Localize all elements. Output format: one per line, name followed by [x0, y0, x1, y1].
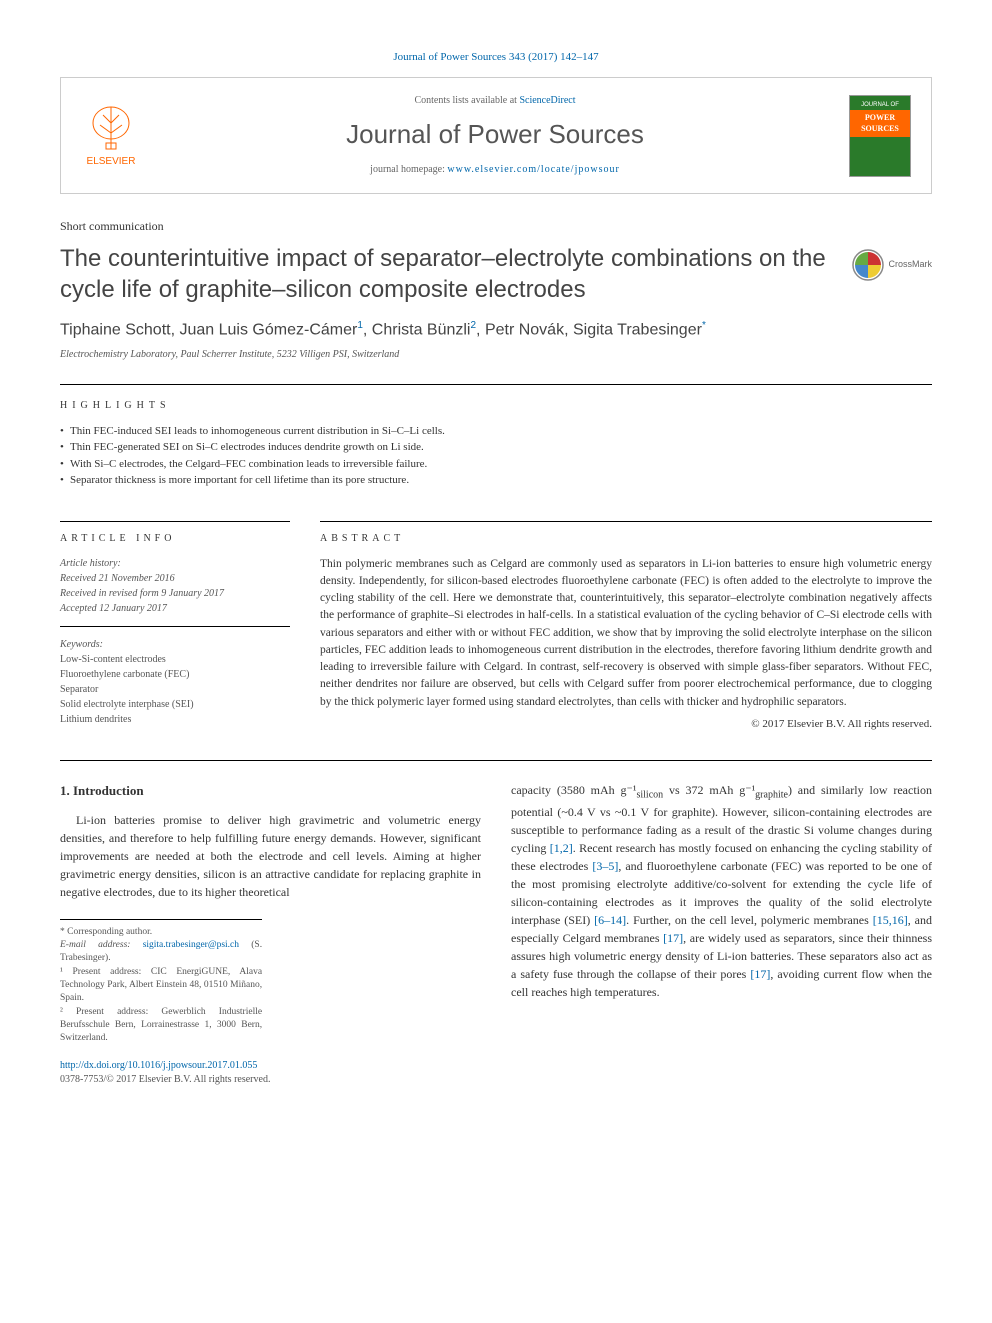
crossmark-icon: [852, 249, 884, 281]
footnote-corr: * Corresponding author.: [60, 926, 262, 939]
page-root: Journal of Power Sources 343 (2017) 142–…: [0, 0, 992, 1127]
tree-icon: [88, 103, 134, 153]
article-type: Short communication: [60, 218, 932, 235]
footnote-1: ¹ Present address: CIC EnergiGUNE, Alava…: [60, 966, 262, 1006]
abstract-column: ABSTRACT Thin polymeric membranes such a…: [320, 507, 932, 733]
intro-heading: 1. Introduction: [60, 781, 481, 801]
journal-title: Journal of Power Sources: [161, 116, 829, 152]
keywords-head: Keywords:: [60, 637, 290, 652]
history-received: Received 21 November 2016: [60, 571, 290, 586]
keyword-item: Fluoroethylene carbonate (FEC): [60, 667, 290, 682]
keyword-item: Low-Si-content electrodes: [60, 652, 290, 667]
body-seg: capacity (3580 mAh g⁻¹: [511, 783, 636, 797]
keyword-item: Separator: [60, 682, 290, 697]
elsevier-logo-text: ELSEVIER: [87, 155, 136, 169]
keyword-item: Lithium dendrites: [60, 712, 290, 727]
article-info-label: ARTICLE INFO: [60, 521, 290, 546]
history-accepted: Accepted 12 January 2017: [60, 601, 290, 616]
body-seg: . Further, on the cell level, polymeric …: [626, 913, 873, 927]
history-head: Article history:: [60, 556, 290, 571]
ref-link[interactable]: [17]: [663, 931, 683, 945]
body-seg: vs 372 mAh g⁻¹: [663, 783, 755, 797]
citation-line: Journal of Power Sources 343 (2017) 142–…: [60, 50, 932, 65]
keyword-item: Solid electrolyte interphase (SEI): [60, 697, 290, 712]
authors-line: Tiphaine Schott, Juan Luis Gómez-Cámer1,…: [60, 319, 932, 342]
sciencedirect-link[interactable]: ScienceDirect: [519, 95, 575, 106]
highlight-item: With Si–C electrodes, the Celgard–FEC co…: [60, 456, 932, 473]
author-corr-star: *: [702, 320, 706, 331]
contents-prefix: Contents lists available at: [414, 95, 519, 106]
ref-link[interactable]: [1,2]: [550, 841, 573, 855]
homepage-line: journal homepage: www.elsevier.com/locat…: [161, 163, 829, 177]
abstract-copyright: © 2017 Elsevier B.V. All rights reserved…: [320, 717, 932, 732]
header-center: Contents lists available at ScienceDirec…: [161, 94, 829, 176]
cover-band: POWER SOURCES: [850, 110, 910, 136]
ref-link[interactable]: [3–5]: [592, 859, 618, 873]
keywords-block: Keywords: Low-Si-content electrodes Fluo…: [60, 637, 290, 727]
highlight-item: Separator thickness is more important fo…: [60, 472, 932, 489]
ref-link[interactable]: [6–14]: [594, 913, 626, 927]
article-info-column: ARTICLE INFO Article history: Received 2…: [60, 507, 290, 733]
ref-link[interactable]: [15,16]: [873, 913, 908, 927]
affiliation: Electrochemistry Laboratory, Paul Scherr…: [60, 348, 932, 362]
crossmark-label: CrossMark: [888, 258, 932, 271]
abstract-label: ABSTRACT: [320, 521, 932, 546]
history-block: Article history: Received 21 November 20…: [60, 556, 290, 627]
doi-link[interactable]: http://dx.doi.org/10.1016/j.jpowsour.201…: [60, 1060, 257, 1071]
email-label: E-mail address:: [60, 940, 143, 950]
body-columns: 1. Introduction Li-ion batteries promise…: [60, 760, 932, 1045]
history-revised: Received in revised form 9 January 2017: [60, 586, 290, 601]
footnote-2: ² Present address: Gewerblich Industriel…: [60, 1006, 262, 1046]
highlight-item: Thin FEC-induced SEI leads to inhomogene…: [60, 423, 932, 440]
doi-block: http://dx.doi.org/10.1016/j.jpowsour.201…: [60, 1059, 932, 1087]
journal-cover-thumb[interactable]: JOURNAL OF POWER SOURCES: [849, 95, 911, 177]
crossmark-widget[interactable]: CrossMark: [852, 249, 932, 281]
body-sub: silicon: [636, 790, 663, 801]
issn-line: 0378-7753/© 2017 Elsevier B.V. All right…: [60, 1074, 270, 1085]
article-title: The counterintuitive impact of separator…: [60, 243, 836, 305]
contents-available-line: Contents lists available at ScienceDirec…: [161, 94, 829, 108]
intro-para-1: Li-ion batteries promise to deliver high…: [60, 811, 481, 901]
body-sub: graphite: [755, 790, 788, 801]
info-abstract-row: ARTICLE INFO Article history: Received 2…: [60, 507, 932, 733]
author-seg-2: , Christa Bünzli: [363, 321, 471, 338]
journal-header-box: ELSEVIER Contents lists available at Sci…: [60, 77, 932, 193]
ref-link[interactable]: [17]: [750, 967, 770, 981]
author-seg-1: Tiphaine Schott, Juan Luis Gómez-Cámer: [60, 321, 357, 338]
footnote-email: E-mail address: sigita.trabesinger@psi.c…: [60, 939, 262, 966]
author-seg-3: , Petr Novák, Sigita Trabesinger: [476, 321, 702, 338]
footnotes-block: * Corresponding author. E-mail address: …: [60, 919, 262, 1046]
body-col-left: 1. Introduction Li-ion batteries promise…: [60, 781, 481, 1045]
cover-title: JOURNAL OF: [861, 102, 899, 109]
highlight-item: Thin FEC-generated SEI on Si–C electrode…: [60, 439, 932, 456]
title-row: The counterintuitive impact of separator…: [60, 243, 932, 305]
highlights-list: Thin FEC-induced SEI leads to inhomogene…: [60, 423, 932, 489]
rule-1: [60, 384, 932, 385]
elsevier-logo[interactable]: ELSEVIER: [81, 101, 141, 171]
intro-para-2: capacity (3580 mAh g⁻¹silicon vs 372 mAh…: [511, 781, 932, 1000]
homepage-link[interactable]: www.elsevier.com/locate/jpowsour: [447, 164, 619, 175]
abstract-text: Thin polymeric membranes such as Celgard…: [320, 556, 932, 711]
homepage-prefix: journal homepage:: [370, 164, 447, 175]
highlights-label: HIGHLIGHTS: [60, 399, 932, 413]
corr-email-link[interactable]: sigita.trabesinger@psi.ch: [143, 940, 239, 950]
body-col-right: capacity (3580 mAh g⁻¹silicon vs 372 mAh…: [511, 781, 932, 1045]
